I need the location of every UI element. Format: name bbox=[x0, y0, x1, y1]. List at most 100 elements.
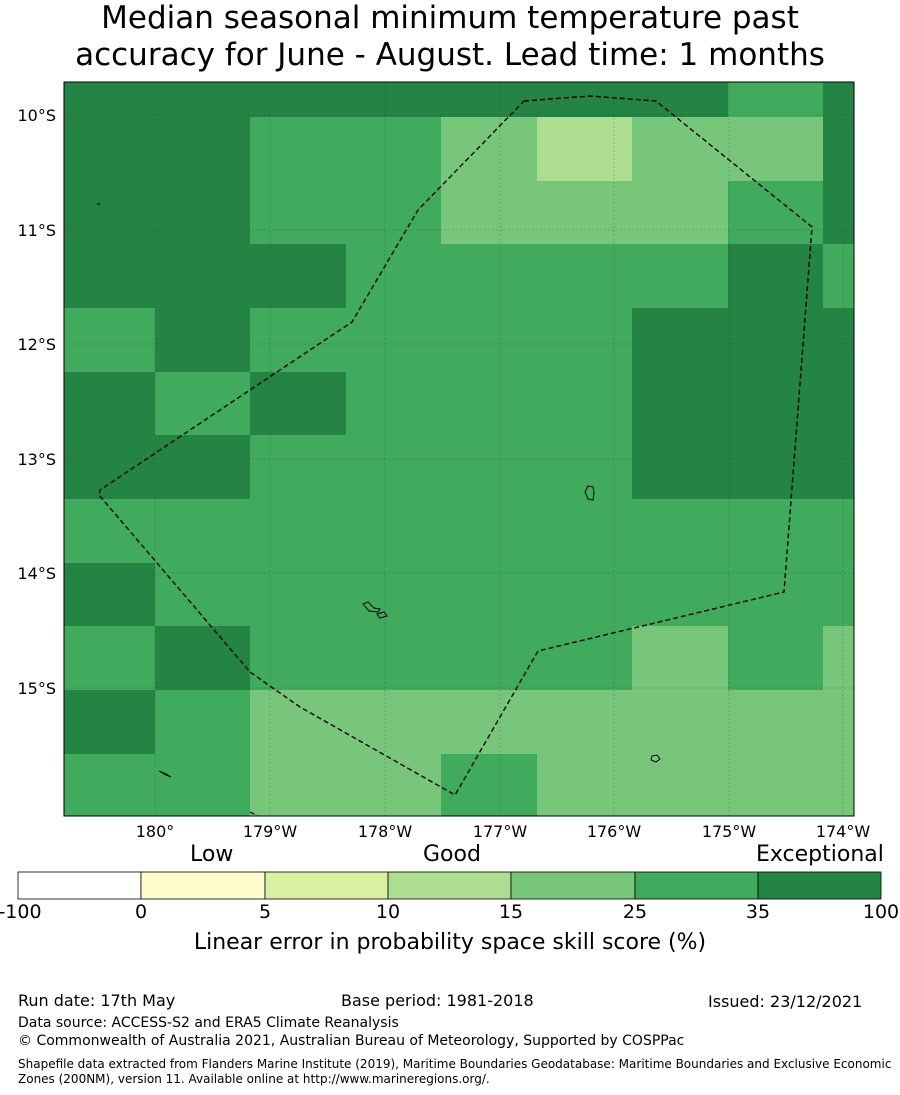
grid-cell bbox=[64, 117, 155, 181]
grid-cell bbox=[441, 82, 537, 117]
grid-cell bbox=[632, 690, 728, 754]
grid-cell bbox=[537, 117, 632, 181]
cb-tick-35: 35 bbox=[745, 901, 771, 923]
cb-tick-5: 5 bbox=[258, 901, 272, 923]
grid-cell bbox=[728, 308, 823, 372]
run-date: Run date: 17th May bbox=[18, 991, 176, 1010]
grid-cell bbox=[64, 563, 155, 626]
grid-cell bbox=[64, 82, 155, 117]
grid-cell bbox=[728, 244, 823, 308]
grid-cell bbox=[728, 690, 823, 754]
grid-cell bbox=[250, 754, 346, 816]
lon-label-178w: 178°W bbox=[358, 822, 413, 841]
eez-boundary-tail bbox=[249, 811, 259, 817]
grid-cell bbox=[537, 754, 632, 816]
grid-cell bbox=[346, 372, 441, 435]
grid-cell bbox=[823, 563, 854, 626]
issued-date: Issued: 23/12/2021 bbox=[708, 992, 863, 1011]
grid-cell bbox=[64, 372, 155, 435]
grid-cell bbox=[632, 499, 728, 563]
cb-tick-15: 15 bbox=[498, 901, 524, 923]
grid-cell bbox=[441, 754, 537, 816]
chart-title: Median seasonal minimum temperature past… bbox=[0, 0, 900, 74]
grid-cell bbox=[346, 82, 441, 117]
grid-cell bbox=[632, 82, 728, 117]
grid-cell bbox=[537, 244, 632, 308]
title-line-2: accuracy for June - August. Lead time: 1… bbox=[75, 37, 825, 73]
grid-cell bbox=[537, 435, 632, 499]
grid-cell bbox=[64, 244, 155, 308]
cb-tick-10: 10 bbox=[375, 901, 401, 923]
colorbar-segment bbox=[264, 871, 389, 900]
lon-label-176w: 176°W bbox=[587, 822, 642, 841]
grid-cell bbox=[441, 435, 537, 499]
grid-cell bbox=[728, 117, 823, 181]
grid-cell bbox=[155, 626, 250, 690]
grid-cell bbox=[250, 626, 346, 690]
lat-label-13s: 13°S bbox=[17, 450, 56, 469]
grid-cell bbox=[64, 690, 155, 754]
grid-cell bbox=[346, 754, 441, 816]
skill-grid bbox=[64, 82, 854, 816]
grid-cell bbox=[632, 372, 728, 435]
grid-cell bbox=[155, 754, 250, 816]
grid-cell bbox=[250, 435, 346, 499]
grid-cell bbox=[155, 244, 250, 308]
base-period: Base period: 1981-2018 bbox=[341, 991, 534, 1010]
grid-cell bbox=[346, 181, 441, 244]
grid-cell bbox=[250, 563, 346, 626]
grid-cell bbox=[823, 82, 854, 117]
grid-cell bbox=[346, 117, 441, 181]
grid-cell bbox=[537, 499, 632, 563]
lon-label-174w: 174°W bbox=[816, 822, 871, 841]
cb-tick-100: 100 bbox=[862, 901, 900, 923]
category-exceptional: Exceptional bbox=[756, 842, 884, 867]
lon-label-179w: 179°W bbox=[243, 822, 298, 841]
grid-cell bbox=[823, 372, 854, 435]
grid-cell bbox=[441, 372, 537, 435]
grid-cell bbox=[728, 435, 823, 499]
grid-cell bbox=[250, 499, 346, 563]
grid-cell bbox=[346, 563, 441, 626]
colorbar-segment bbox=[757, 871, 882, 900]
category-low: Low bbox=[190, 842, 234, 867]
grid-cell bbox=[155, 181, 250, 244]
shapefile-credit: Shapefile data extracted from Flanders M… bbox=[18, 1057, 892, 1086]
grid-cell bbox=[155, 82, 250, 117]
grid-cell bbox=[632, 117, 728, 181]
cb-tick-0: 0 bbox=[134, 901, 148, 923]
copyright: © Commonwealth of Australia 2021, Austra… bbox=[18, 1033, 685, 1049]
grid-cell bbox=[728, 181, 823, 244]
map-frame bbox=[63, 81, 855, 817]
grid-cell bbox=[250, 244, 346, 308]
grid-cell bbox=[537, 372, 632, 435]
grid-cell bbox=[155, 117, 250, 181]
island-nukulaelae bbox=[584, 485, 595, 501]
grid-cell bbox=[823, 499, 854, 563]
grid-cell bbox=[155, 372, 250, 435]
category-good: Good bbox=[423, 842, 481, 867]
grid-cell bbox=[346, 626, 441, 690]
grid-cell bbox=[537, 181, 632, 244]
grid-cell bbox=[346, 499, 441, 563]
colorbar-segment bbox=[387, 871, 512, 900]
lat-label-14s: 14°S bbox=[17, 564, 56, 583]
cb-tick-25: 25 bbox=[622, 901, 648, 923]
grid-cell bbox=[441, 563, 537, 626]
grid-cell bbox=[346, 435, 441, 499]
grid-cell bbox=[441, 499, 537, 563]
grid-cell bbox=[728, 82, 823, 117]
grid-cell bbox=[537, 563, 632, 626]
grid-cell bbox=[155, 690, 250, 754]
grid-cell bbox=[632, 244, 728, 308]
grid-cell bbox=[250, 308, 346, 372]
grid-cell bbox=[728, 372, 823, 435]
grid-cell bbox=[155, 499, 250, 563]
lon-label-180: 180° bbox=[136, 822, 175, 841]
lat-label-15s: 15°S bbox=[17, 679, 56, 698]
grid-cell bbox=[441, 690, 537, 754]
colorbar-segment bbox=[140, 871, 266, 900]
grid-cell bbox=[537, 308, 632, 372]
island-small-west bbox=[158, 770, 172, 778]
grid-cell bbox=[823, 754, 854, 816]
